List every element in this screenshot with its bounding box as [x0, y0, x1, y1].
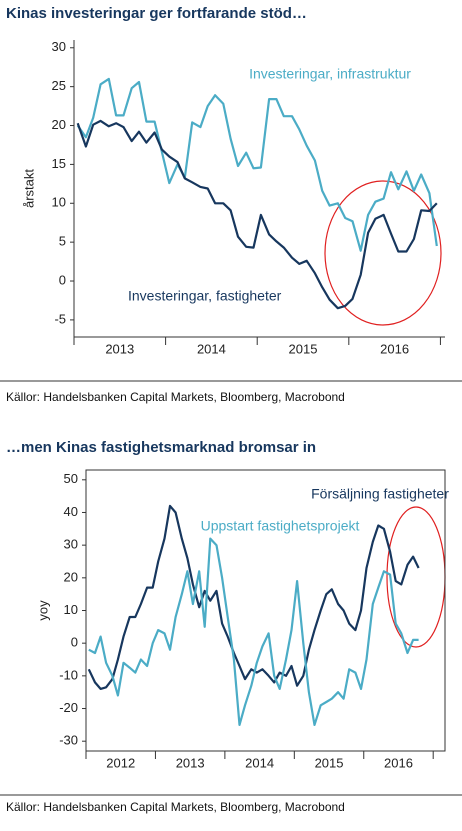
x-tick-label: 2016	[380, 341, 409, 356]
x-tick-label: 2014	[245, 755, 274, 770]
y-tick-label: 50	[64, 471, 78, 486]
series-line	[76, 119, 438, 310]
y-tick-label: 30	[52, 39, 66, 54]
series-line	[76, 77, 438, 252]
y-tick-label: 20	[52, 117, 66, 132]
y-tick-label: 40	[64, 504, 78, 519]
x-tick-label: 2015	[289, 341, 318, 356]
plot-frame	[85, 469, 446, 752]
series-label: Investeringar, fastigheter	[128, 288, 282, 304]
x-tick-label: 2015	[315, 755, 344, 770]
y-axis-label: årstakt	[21, 169, 36, 208]
chart-title: Kinas investeringar ger fortfarande stöd…	[6, 5, 307, 22]
y-tick-label: 15	[52, 156, 66, 171]
x-tick-label: 2016	[384, 755, 413, 770]
y-tick-label: -30	[59, 733, 78, 748]
y-axis-label: yoy	[35, 600, 50, 621]
x-tick-label: 2014	[197, 341, 226, 356]
source: Källor: Handelsbanken Capital Markets, B…	[6, 800, 345, 814]
y-tick-label: 25	[52, 78, 66, 93]
x-tick-label: 2013	[105, 341, 134, 356]
source: Källor: Handelsbanken Capital Markets, B…	[6, 390, 345, 404]
y-tick-label: 5	[59, 234, 66, 249]
x-tick-label: 2013	[176, 755, 205, 770]
series-label: Investeringar, infrastruktur	[249, 66, 411, 82]
y-tick-label: 10	[64, 602, 78, 617]
y-tick-label: 0	[59, 272, 66, 287]
chart-title: …men Kinas fastighetsmarknad bromsar in	[6, 439, 316, 456]
y-tick-label: 20	[64, 569, 78, 584]
x-tick-label: 2012	[106, 755, 135, 770]
y-tick-label: -5	[54, 311, 66, 326]
series-label: Uppstart fastighetsprojekt	[201, 518, 360, 534]
y-tick-label: 30	[64, 537, 78, 552]
y-tick-label: 0	[71, 635, 78, 650]
series-label: Försäljning fastigheter	[311, 486, 449, 502]
y-tick-label: 10	[52, 195, 66, 210]
y-tick-label: -10	[59, 667, 78, 682]
highlight	[324, 180, 442, 326]
y-tick-label: -20	[59, 700, 78, 715]
series-line	[88, 537, 419, 726]
